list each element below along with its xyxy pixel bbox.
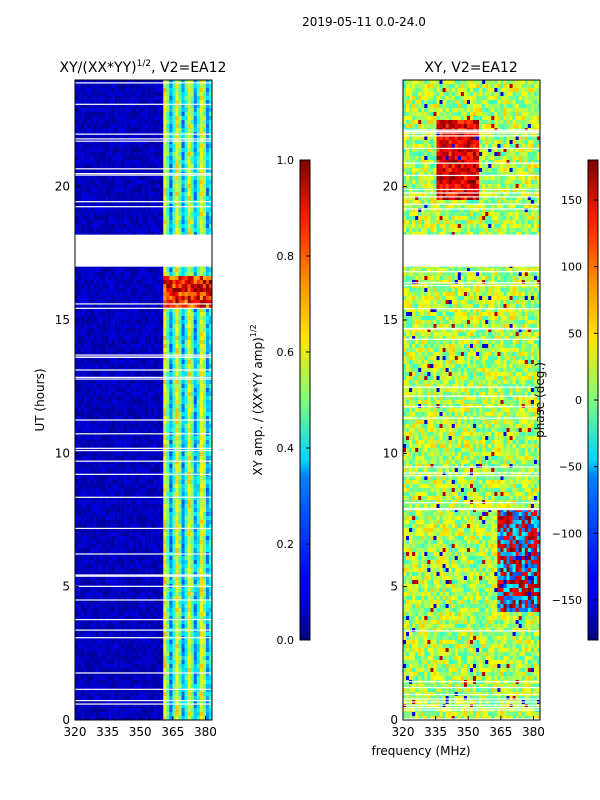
y-tick-label: 0 [390, 713, 398, 727]
x-tick-label: 350 [129, 725, 152, 739]
left-panel-title: XY/(XX*YY)1/2, V2=EA12 [60, 59, 227, 76]
colorbar-tick-label: 0.6 [277, 346, 295, 359]
x-tick-label: 350 [457, 725, 480, 739]
phase-colorbar: −150 −100 −50 0 50 100 150 phase (deg.) [533, 159, 599, 641]
x-axis-label: frequency (MHz) [371, 744, 470, 758]
right-plot-frame [402, 79, 541, 721]
x-tick-label: 320 [64, 725, 87, 739]
x-tick-label: 320 [392, 725, 415, 739]
colorbar-tick-label: −100 [552, 527, 582, 540]
colorbar-tick-label: 50 [568, 327, 582, 340]
amplitude-heatmap [75, 80, 212, 720]
y-tick-label: 20 [55, 180, 70, 194]
phase-panel: XY, V2=EA12 320 335 350 365 380 0 5 10 15 20 fre… [371, 60, 544, 758]
colorbar-tick-label: 0 [575, 394, 582, 407]
left-y-axis-label: UT (hours) [33, 368, 47, 431]
colorbar-tick-label: 100 [561, 261, 582, 274]
data-gap [403, 234, 540, 267]
data-gap [75, 234, 212, 267]
colorbar-tick-label: 1.0 [277, 154, 295, 167]
colorbar-tick-label: 0.2 [277, 538, 295, 551]
amplitude-colorbar-label: XY amp. / (XX*YY amp)1/2 [249, 324, 265, 475]
x-tick-label: 335 [424, 725, 447, 739]
right-panel-title: XY, V2=EA12 [424, 60, 518, 76]
colorbar-tick-label: 0.4 [277, 442, 295, 455]
y-tick-label: 10 [55, 446, 70, 460]
colorbar-tick-label: 0.0 [277, 634, 295, 647]
phase-heatmap [403, 80, 540, 720]
x-tick-label: 365 [161, 725, 184, 739]
y-tick-label: 15 [55, 313, 70, 327]
amplitude-panel: XY/(XX*YY)1/2, V2=EA12 320 335 350 365 380 0… [33, 59, 226, 739]
colorbar-tick-label: −150 [552, 594, 582, 607]
y-tick-label: 10 [383, 446, 398, 460]
figure-title: 2019-05-11 0.0-24.0 [302, 15, 426, 29]
x-tick-label: 335 [96, 725, 119, 739]
x-tick-label: 365 [489, 725, 512, 739]
x-tick-label: 380 [194, 725, 217, 739]
colorbar-tick-label: 0.8 [277, 250, 295, 263]
x-tick-label: 380 [522, 725, 545, 739]
left-plot-frame [74, 79, 213, 721]
y-tick-label: 15 [383, 313, 398, 327]
y-tick-label: 20 [383, 180, 398, 194]
y-tick-label: 5 [390, 580, 398, 594]
colorbar-tick-label: 150 [561, 194, 582, 207]
y-tick-label: 0 [62, 713, 70, 727]
colorbar-tick-label: −50 [559, 461, 582, 474]
amplitude-colorbar: 0.0 0.2 0.4 0.6 0.8 1.0 XY amp. / (XX*YY amp)… [249, 154, 311, 647]
y-tick-label: 5 [62, 580, 70, 594]
phase-colorbar-label: phase (deg.) [533, 362, 547, 438]
